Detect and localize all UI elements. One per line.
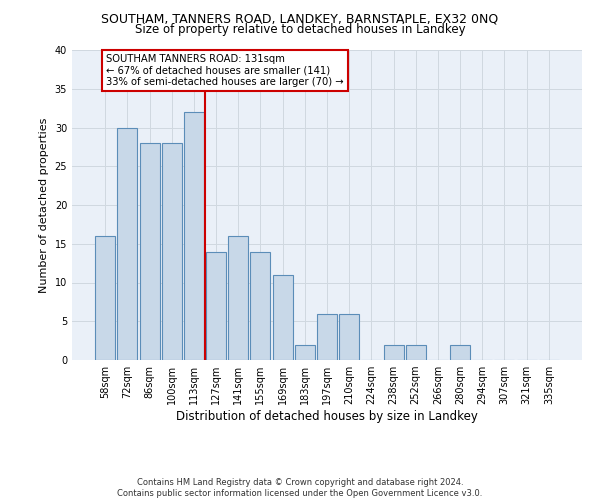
Bar [206,252,226,360]
Bar [450,344,470,360]
Bar [95,236,115,360]
Bar [118,128,137,360]
Text: SOUTHAM TANNERS ROAD: 131sqm
← 67% of detached houses are smaller (141)
33% of s: SOUTHAM TANNERS ROAD: 131sqm ← 67% of de… [106,54,344,87]
Bar [295,344,315,360]
Bar [383,344,404,360]
Bar [162,143,182,360]
Bar [250,252,271,360]
Bar [228,236,248,360]
Bar [317,314,337,360]
Bar [406,344,426,360]
Bar [184,112,204,360]
Text: Size of property relative to detached houses in Landkey: Size of property relative to detached ho… [134,22,466,36]
Text: Contains HM Land Registry data © Crown copyright and database right 2024.
Contai: Contains HM Land Registry data © Crown c… [118,478,482,498]
Bar [272,275,293,360]
Bar [339,314,359,360]
Y-axis label: Number of detached properties: Number of detached properties [39,118,49,292]
Text: SOUTHAM, TANNERS ROAD, LANDKEY, BARNSTAPLE, EX32 0NQ: SOUTHAM, TANNERS ROAD, LANDKEY, BARNSTAP… [101,12,499,26]
Bar [140,143,160,360]
X-axis label: Distribution of detached houses by size in Landkey: Distribution of detached houses by size … [176,410,478,423]
